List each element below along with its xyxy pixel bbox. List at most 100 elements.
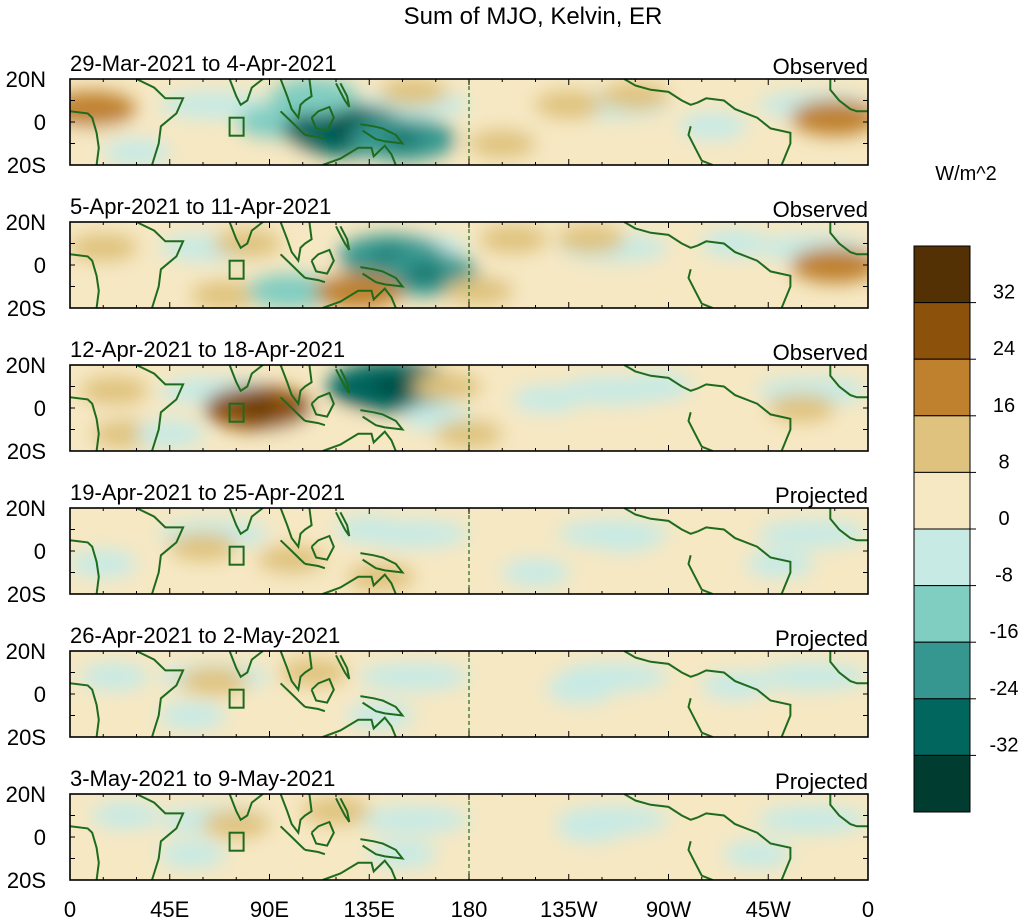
coastline: [360, 409, 405, 431]
reference-box: [228, 831, 245, 852]
coastline: [279, 682, 306, 708]
negative-anomaly: [701, 671, 769, 700]
coastline: [335, 225, 351, 251]
coastline: [70, 825, 100, 880]
panel-date-range: 3-May-2021 to 9-May-2021: [70, 766, 335, 791]
coastline: [696, 240, 792, 308]
colorbar-label: -8: [995, 565, 1013, 587]
coastline: [70, 539, 100, 594]
coastline: [227, 365, 264, 393]
negative-anomaly: [157, 701, 226, 730]
coastline: [70, 110, 100, 165]
negative-anomaly: [623, 372, 692, 401]
lat-label: 0: [34, 825, 46, 850]
positive-anomaly: [202, 810, 271, 839]
longitude-axis: 0 45E 90E 135E 180 135W 90W 45W 0: [64, 897, 874, 922]
coastline: [829, 651, 868, 685]
coastline: [687, 126, 714, 165]
negative-anomaly: [335, 515, 404, 544]
coastline: [304, 276, 326, 284]
coastline: [322, 859, 397, 880]
negative-anomaly: [80, 662, 149, 691]
lat-label: 20N: [6, 67, 46, 92]
positive-anomaly: [257, 545, 326, 574]
coastline: [70, 682, 100, 737]
negative-anomaly: [678, 112, 747, 141]
positive-anomaly: [479, 225, 548, 254]
coastline: [136, 508, 185, 594]
colorbar-swatch: [913, 471, 971, 530]
coastline: [322, 287, 397, 308]
coastline: [360, 552, 405, 574]
positive-anomaly: [70, 233, 138, 262]
coastline: [310, 248, 335, 275]
negative-anomaly: [91, 801, 160, 830]
colorbar-label: 16: [993, 395, 1015, 417]
colorbar-swatch: [913, 754, 971, 813]
coastline: [687, 698, 714, 737]
map-panel: 20N 0 20S 5-Apr-2021 to 11-Apr-2021 Observed: [6, 194, 869, 321]
reference-box: [228, 402, 245, 423]
positive-anomaly: [446, 276, 515, 305]
coastline: [136, 651, 185, 737]
coastline: [829, 794, 868, 828]
panel-date-range: 19-Apr-2021 to 25-Apr-2021: [70, 480, 345, 505]
coastline: [304, 419, 326, 427]
anomaly-band: [358, 662, 469, 691]
negative-anomaly: [545, 675, 614, 704]
positive-anomaly: [767, 394, 836, 422]
coastline: [279, 794, 313, 836]
panel-date-range: 12-Apr-2021 to 18-Apr-2021: [70, 337, 345, 362]
map-panel: 20N 0 20S 29-Mar-2021 to 4-Apr-2021 Observed: [6, 51, 869, 178]
lon-label: 45W: [746, 897, 791, 922]
coastline: [136, 794, 185, 880]
lat-label: 20N: [6, 353, 46, 378]
coastline: [322, 430, 397, 451]
coastline: [227, 508, 264, 536]
panel-date-range: 29-Mar-2021 to 4-Apr-2021: [70, 51, 337, 76]
positive-anomaly: [468, 129, 537, 158]
coastlines: [70, 79, 868, 165]
coastline: [623, 365, 698, 392]
colorbar: 32 24 16 8 0 -8 -16 -24 -32: [913, 245, 1018, 813]
coastline: [687, 841, 714, 880]
coastline: [335, 654, 351, 680]
colorbar-swatch: [913, 698, 971, 756]
coastline: [623, 79, 698, 106]
colorbar-swatch: [913, 415, 971, 473]
colorbar-swatch: [913, 302, 971, 360]
coastline: [829, 79, 868, 113]
lon-label: 0: [862, 897, 874, 922]
coastline: [227, 651, 264, 679]
negative-anomaly: [102, 138, 171, 165]
panel-date-range: 5-Apr-2021 to 11-Apr-2021: [70, 194, 331, 219]
coastline: [687, 555, 714, 594]
lat-label: 20S: [7, 868, 46, 893]
colorbar-label: 32: [993, 282, 1015, 304]
lat-label: 0: [34, 396, 46, 421]
coastlines: [70, 222, 868, 308]
panel-status: Observed: [773, 340, 868, 365]
panel-status: Projected: [775, 769, 868, 794]
coastline: [829, 508, 868, 542]
positive-anomaly: [790, 247, 868, 283]
coastline: [227, 79, 264, 107]
coastline: [136, 79, 185, 165]
anomaly-field: [70, 658, 868, 730]
coastline: [696, 526, 792, 594]
panel-status: Projected: [775, 626, 868, 651]
anomaly-band: [757, 662, 868, 691]
colorbar-swatch: [913, 585, 971, 643]
positive-anomaly: [346, 562, 415, 591]
lon-label: 180: [451, 897, 488, 922]
coastline: [335, 368, 351, 394]
panel-status: Observed: [773, 197, 868, 222]
lat-label: 0: [34, 110, 46, 135]
coastline: [696, 812, 792, 880]
reference-box: [228, 545, 245, 566]
negative-anomaly: [512, 385, 581, 414]
positive-anomaly: [279, 658, 348, 687]
panel-status: Projected: [775, 483, 868, 508]
lat-label: 20N: [6, 639, 46, 664]
